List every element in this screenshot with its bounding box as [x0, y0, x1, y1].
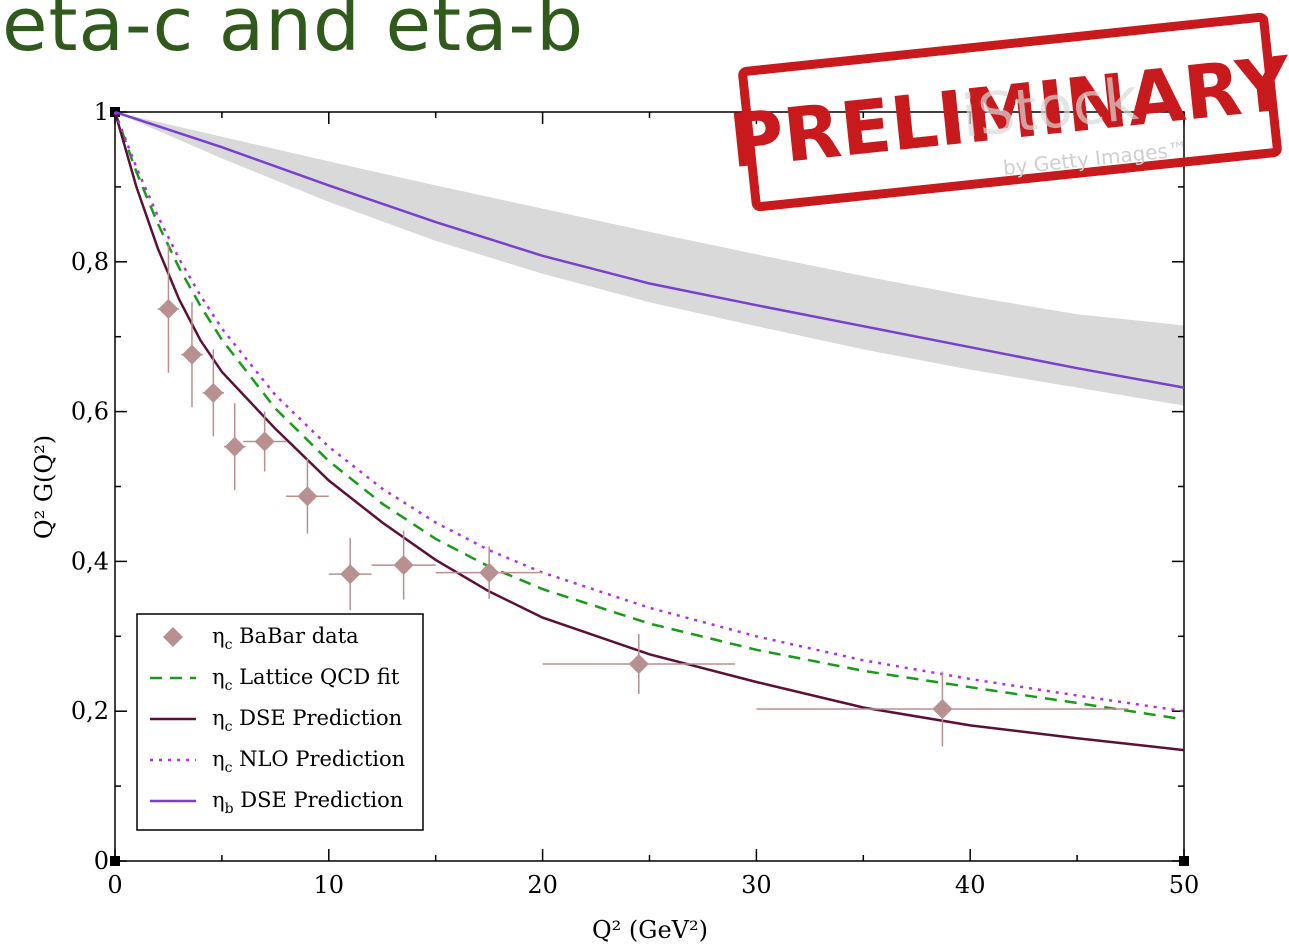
data-point — [203, 382, 224, 403]
data-point — [393, 555, 414, 576]
x-tick-label: 0 — [107, 871, 122, 899]
stamp-border — [738, 12, 1282, 212]
data-point — [932, 698, 953, 719]
y-axis-label: Q² G(Q²) — [30, 435, 58, 539]
legend-label: ηc DSE Prediction — [212, 706, 402, 735]
x-tick-label: 30 — [741, 871, 772, 899]
uncertainty-band-layer — [115, 112, 1184, 406]
x-tick-label: 50 — [1169, 871, 1200, 899]
legend-label: ηb DSE Prediction — [212, 788, 403, 817]
data-point — [254, 431, 275, 452]
uncertainty-band — [115, 112, 1184, 406]
y-tick-label: 0,8 — [71, 248, 109, 276]
y-tick-label: 0,4 — [71, 547, 109, 575]
legend-box — [136, 613, 424, 831]
corner-marker — [110, 856, 120, 866]
data-point — [297, 486, 318, 507]
data-points-layer — [157, 245, 1129, 747]
series-line-1 — [113, 111, 1185, 721]
series-line-4 — [114, 110, 1185, 389]
data-point — [158, 298, 179, 319]
preliminary-stamp: PRELIMINARY iStock by Getty Images™ — [725, 12, 1289, 212]
data-point — [224, 436, 245, 457]
data-point — [479, 562, 500, 583]
data-point — [628, 654, 649, 675]
y-tick-label: 1 — [94, 98, 109, 126]
legend-label: ηc BaBar data — [212, 624, 359, 653]
legend-label: ηc Lattice QCD fit — [212, 665, 400, 694]
series-layer — [113, 110, 1185, 752]
x-tick-label: 10 — [314, 871, 345, 899]
slide-title: eta-c and eta-b — [2, 0, 585, 68]
corner-marker — [1179, 856, 1189, 866]
data-point — [340, 564, 361, 585]
axis-ticks: 0 10 20 30 40 50 0 0,2 0,4 0,6 0,8 1 — [71, 98, 1199, 899]
data-point — [181, 344, 202, 365]
legend-label: ηc NLO Prediction — [212, 747, 405, 776]
y-tick-label: 0,6 — [71, 398, 109, 426]
legend: ηc BaBar data ηc Lattice QCD fit ηc DSE Pr… — [136, 613, 424, 831]
y-tick-label: 0 — [94, 847, 109, 875]
x-axis-label: Q² (GeV²) — [592, 916, 708, 944]
y-tick-label: 0,2 — [71, 697, 109, 725]
series-line-2 — [113, 111, 1185, 752]
x-tick-label: 40 — [955, 871, 986, 899]
legend-marker-diamond — [163, 627, 183, 647]
x-tick-label: 20 — [527, 871, 558, 899]
